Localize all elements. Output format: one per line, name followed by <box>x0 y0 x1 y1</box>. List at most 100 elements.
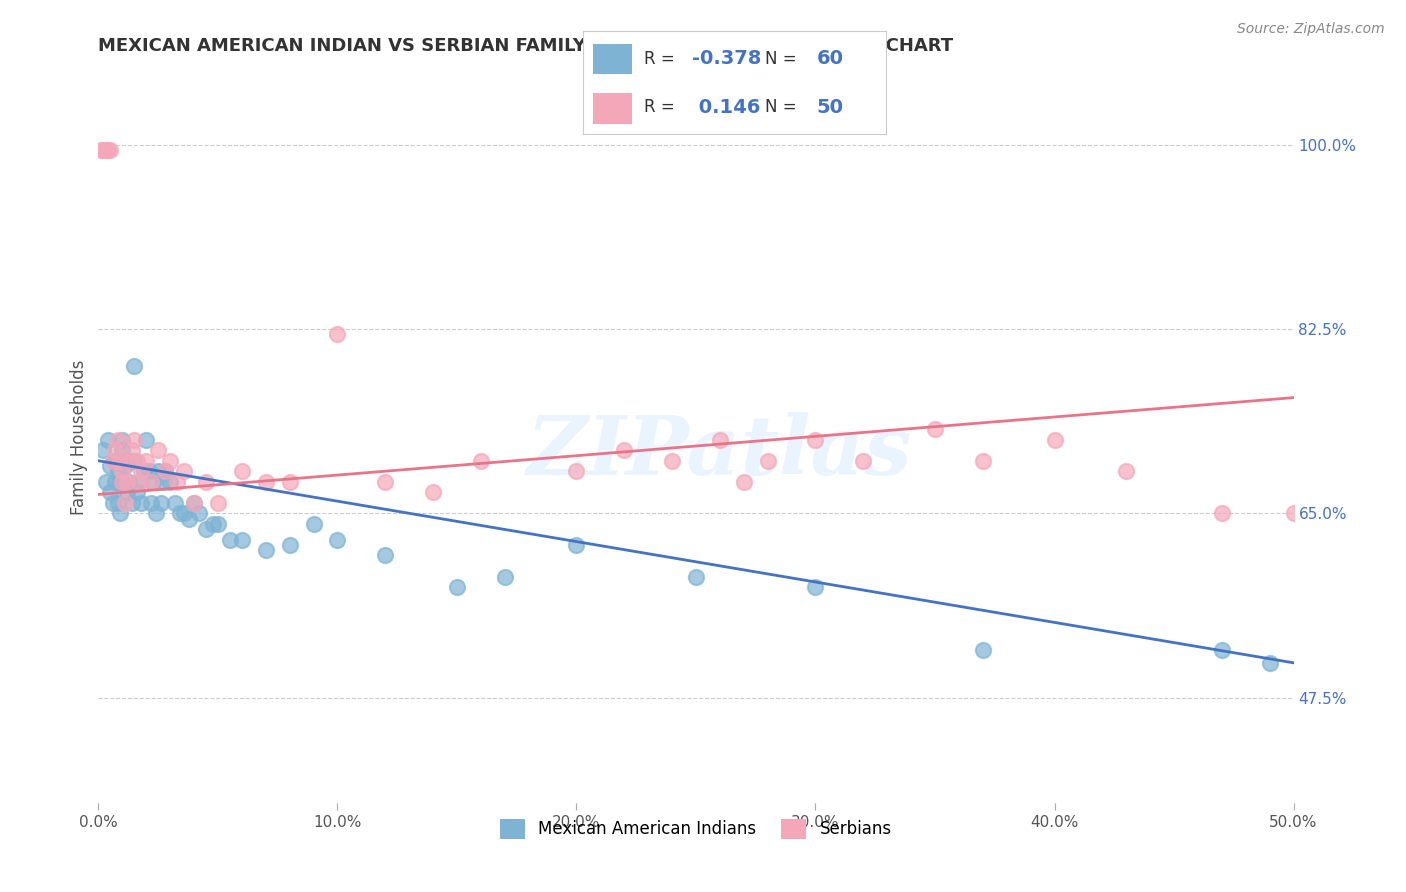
Point <box>1043 433 1066 447</box>
Point <box>148 443 170 458</box>
Bar <box>592 44 631 74</box>
Point <box>124 359 146 373</box>
Point <box>852 454 875 468</box>
Point <box>972 454 994 468</box>
Text: -0.378: -0.378 <box>692 49 762 69</box>
Point <box>166 475 188 489</box>
Point <box>115 454 138 468</box>
Point <box>278 538 301 552</box>
Text: R =: R = <box>644 50 675 68</box>
Point <box>111 475 134 489</box>
Point <box>111 443 134 458</box>
Point <box>173 507 195 521</box>
Point <box>1211 643 1233 657</box>
Point <box>152 475 174 489</box>
Point <box>187 507 209 521</box>
Point <box>661 454 683 468</box>
Point <box>125 454 148 468</box>
Point <box>135 433 157 447</box>
Point <box>326 327 349 342</box>
Point <box>159 475 181 489</box>
Point <box>183 496 205 510</box>
Point <box>97 143 120 157</box>
Point <box>107 496 129 510</box>
Legend: Mexican American Indians, Serbians: Mexican American Indians, Serbians <box>494 812 898 846</box>
Point <box>374 475 396 489</box>
Point <box>207 496 229 510</box>
Point <box>111 464 134 478</box>
Point <box>108 507 131 521</box>
Point <box>183 496 205 510</box>
Point <box>565 464 588 478</box>
Text: N =: N = <box>765 50 796 68</box>
Point <box>163 496 186 510</box>
Point <box>709 433 731 447</box>
Point <box>124 454 146 468</box>
Point <box>121 496 143 510</box>
Text: MEXICAN AMERICAN INDIAN VS SERBIAN FAMILY HOUSEHOLDS CORRELATION CHART: MEXICAN AMERICAN INDIAN VS SERBIAN FAMIL… <box>98 37 953 54</box>
Point <box>115 485 138 500</box>
Point <box>145 507 167 521</box>
Point <box>219 533 242 547</box>
Point <box>231 533 253 547</box>
Point <box>756 454 779 468</box>
Point <box>131 464 153 478</box>
Point <box>108 475 131 489</box>
Point <box>114 458 136 473</box>
Point <box>1211 507 1233 521</box>
Point <box>1115 464 1137 478</box>
Point <box>115 475 138 489</box>
Point <box>90 143 112 157</box>
Point <box>104 454 127 468</box>
Point <box>135 454 157 468</box>
Point <box>685 569 707 583</box>
Point <box>494 569 516 583</box>
Point <box>121 443 143 458</box>
Point <box>128 475 150 489</box>
Point <box>254 475 277 489</box>
Point <box>118 475 141 489</box>
Point <box>107 464 129 478</box>
Point <box>148 464 170 478</box>
Point <box>107 433 129 447</box>
Point <box>111 475 134 489</box>
Point <box>202 516 225 531</box>
Point <box>169 507 191 521</box>
Point <box>804 580 827 594</box>
Point <box>108 454 131 468</box>
Point <box>94 475 117 489</box>
Point <box>804 433 827 447</box>
Point <box>155 464 177 478</box>
Point <box>142 475 165 489</box>
Text: ZIPatlas: ZIPatlas <box>527 412 912 491</box>
Point <box>101 454 124 468</box>
Point <box>278 475 301 489</box>
Point <box>470 454 492 468</box>
Point <box>98 143 122 157</box>
Point <box>98 458 122 473</box>
Point <box>159 454 181 468</box>
Point <box>195 522 218 536</box>
Point <box>326 533 349 547</box>
Point <box>138 464 160 478</box>
Text: 50: 50 <box>817 97 844 117</box>
Point <box>131 496 153 510</box>
Point <box>422 485 444 500</box>
Point <box>149 496 172 510</box>
Point <box>613 443 636 458</box>
Text: 0.146: 0.146 <box>692 97 761 117</box>
Point <box>1282 507 1305 521</box>
Point <box>104 475 127 489</box>
Point <box>155 464 177 478</box>
Point <box>91 443 114 458</box>
Point <box>733 475 755 489</box>
Point <box>565 538 588 552</box>
Point <box>139 496 162 510</box>
Text: N =: N = <box>765 98 796 116</box>
Point <box>446 580 468 594</box>
Point <box>111 433 134 447</box>
Text: Source: ZipAtlas.com: Source: ZipAtlas.com <box>1237 22 1385 37</box>
Point <box>139 475 162 489</box>
Point <box>98 485 122 500</box>
Point <box>124 433 146 447</box>
